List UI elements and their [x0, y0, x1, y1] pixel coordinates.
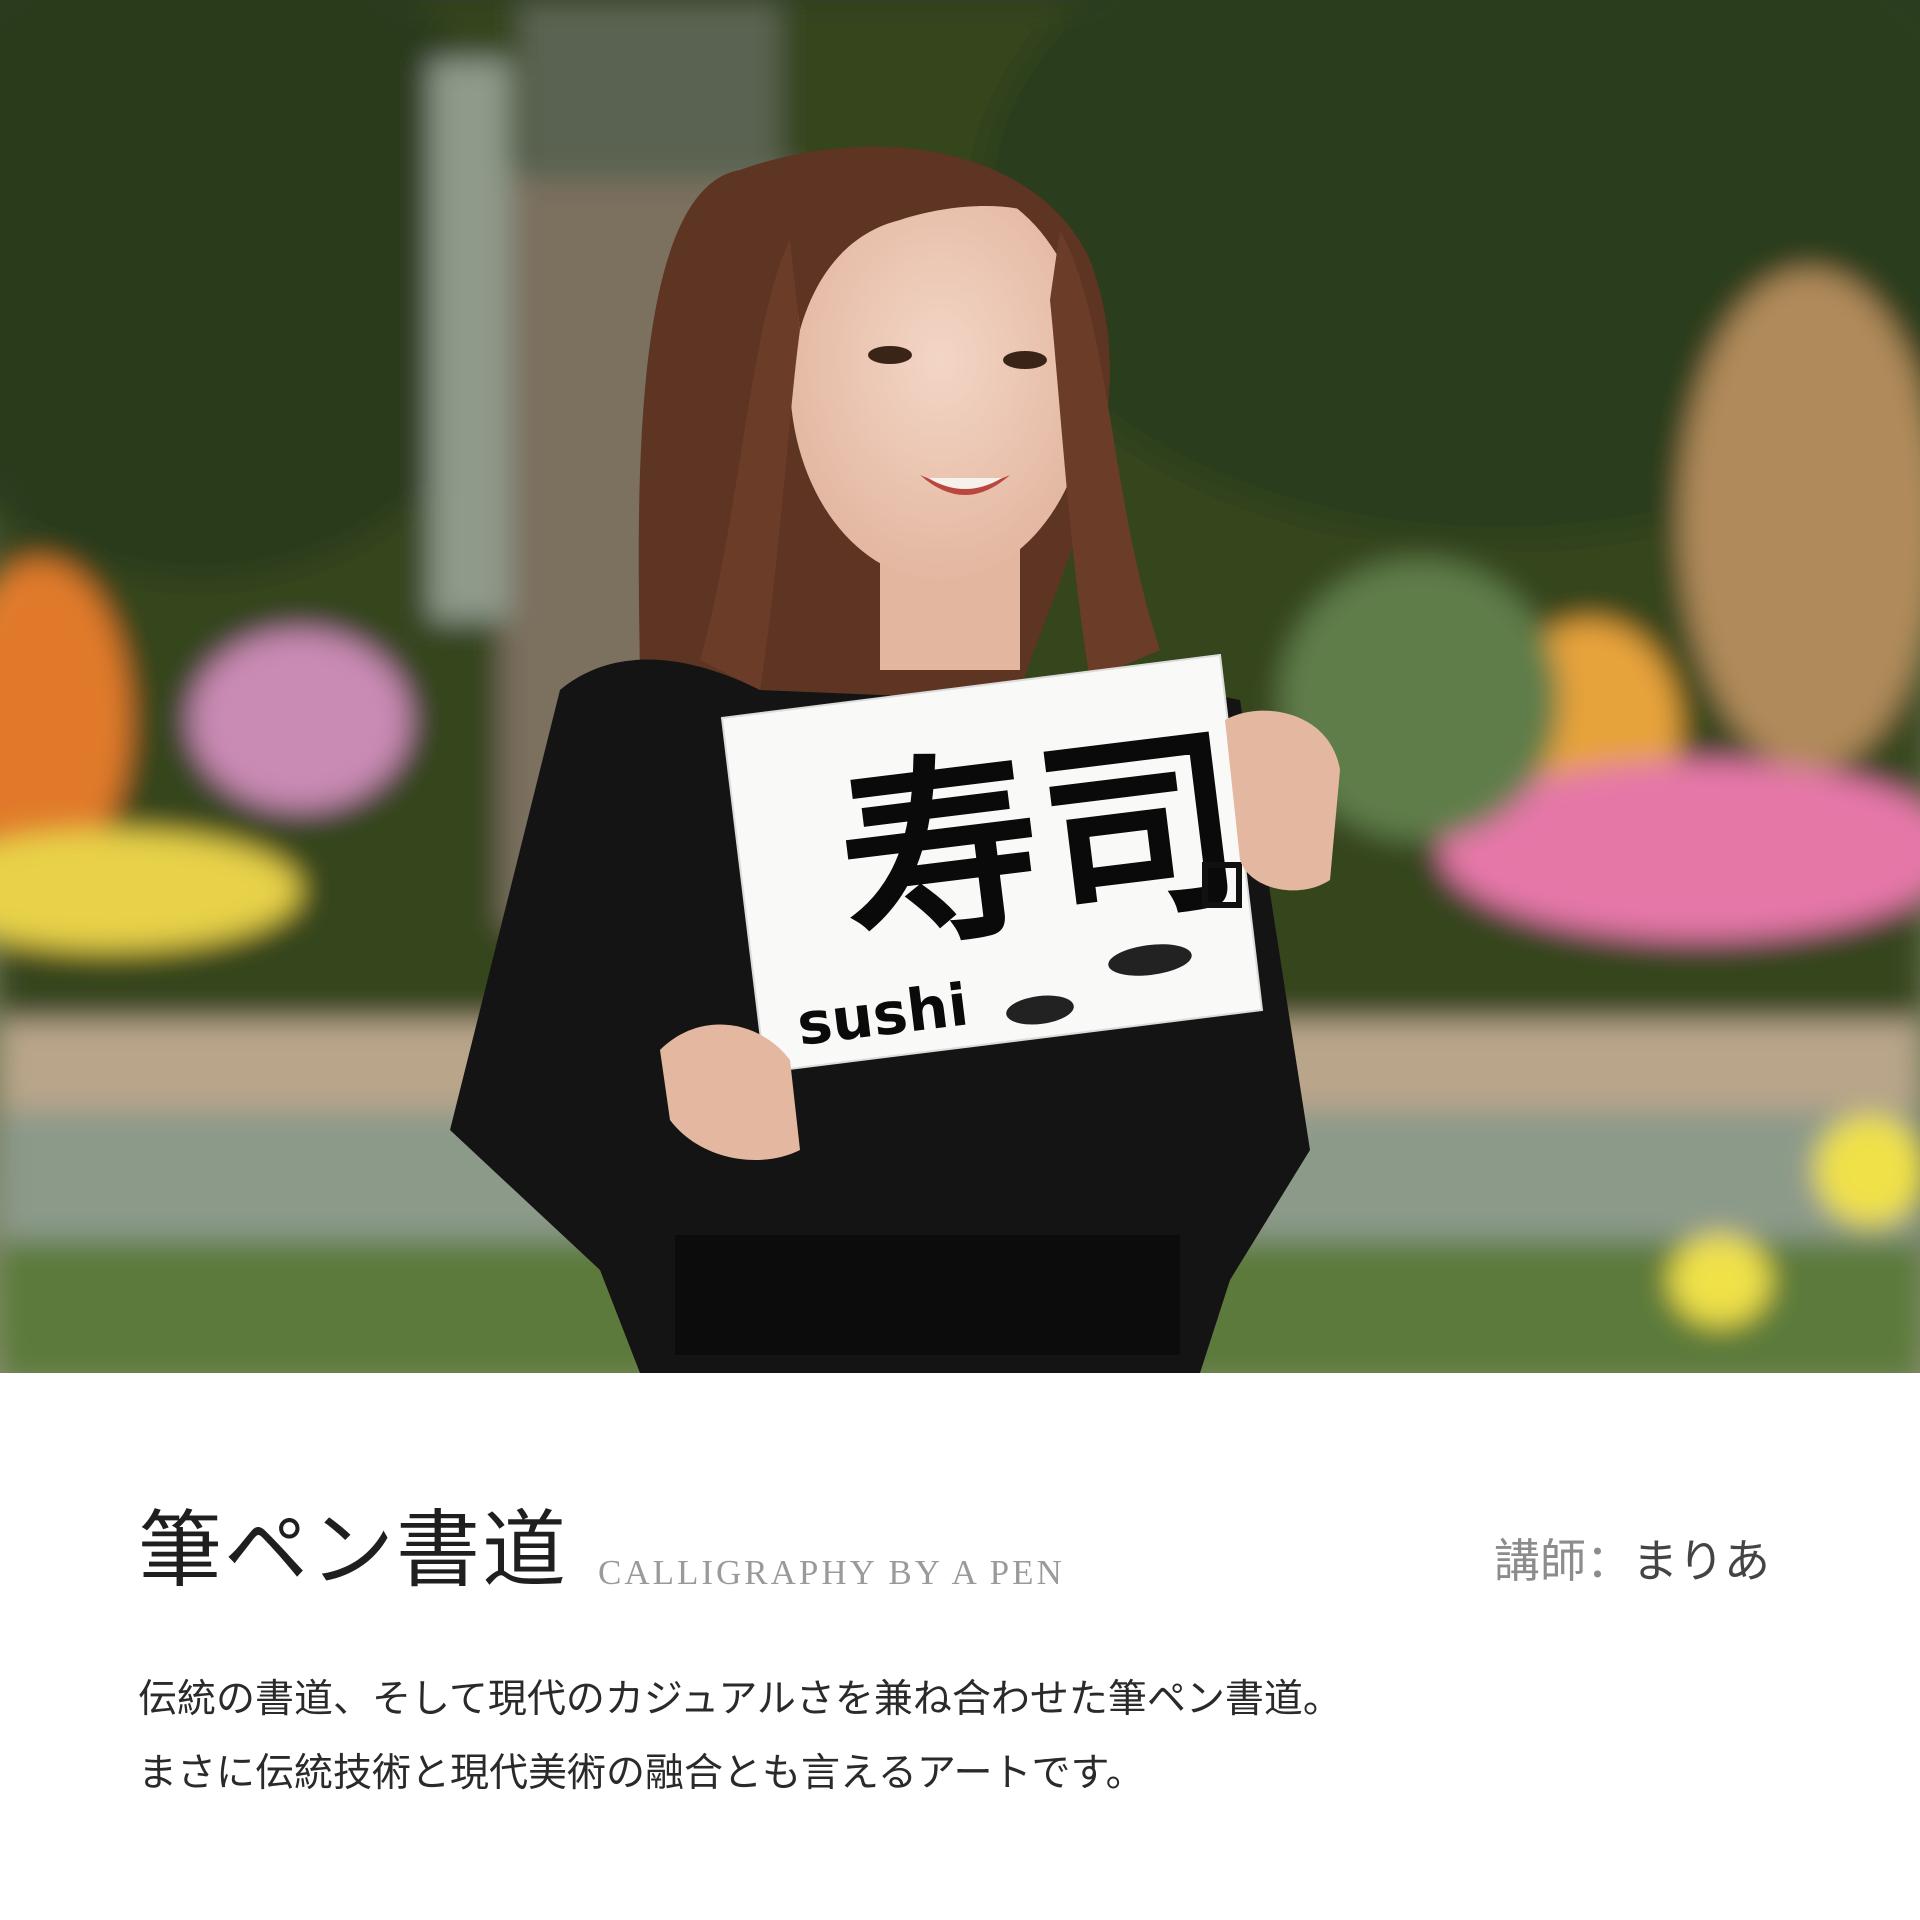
- photo-illustration: 寿司 sushi: [0, 0, 1920, 1373]
- instructor-label: 講師：: [1494, 1534, 1632, 1588]
- left-hand: [660, 1024, 800, 1160]
- instructor-name: まりあ: [1632, 1534, 1770, 1588]
- caption-panel: 筆ペン書道 CALLIGRAPHY BY A PEN 講師：まりあ 伝統の書道、…: [0, 1373, 1920, 1920]
- instructor-credit: 講師：まりあ: [1494, 1538, 1770, 1584]
- calligraphy-sign: 寿司 sushi: [720, 653, 1264, 1074]
- dress-belt: [675, 1235, 1180, 1355]
- face: [790, 180, 1090, 580]
- description-line-1: 伝統の書道、そして現代のカジュアルさを兼ね合わせた筆ペン書道。: [138, 1677, 1342, 1722]
- course-title: 筆ペン書道: [138, 1501, 569, 1599]
- right-hand: [1225, 710, 1340, 891]
- course-subtitle: CALLIGRAPHY BY A PEN: [598, 1553, 1065, 1592]
- description-line-2: まさに伝統技術と現代美術の融合とも言えるアートです。: [138, 1751, 1145, 1796]
- sign-kanji: 寿司: [827, 701, 1253, 983]
- hero-photo: 寿司 sushi: [0, 0, 1920, 1373]
- course-description: 伝統の書道、そして現代のカジュアルさを兼ね合わせた筆ペン書道。 まさに伝統技術と…: [138, 1663, 1342, 1811]
